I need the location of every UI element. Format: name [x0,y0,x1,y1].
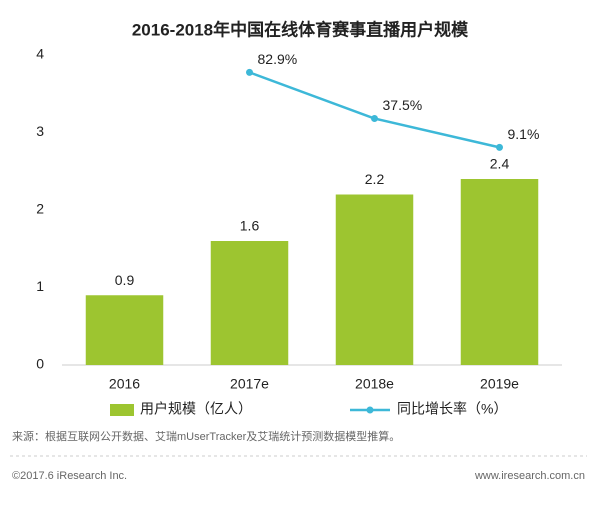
x-tick-label: 2018e [355,376,394,392]
legend-swatch [110,404,134,416]
y-tick-label: 2 [36,201,44,217]
x-tick-label: 2017e [230,376,269,392]
y-tick-label: 1 [36,278,44,294]
bar [335,194,414,365]
x-tick-label: 2019e [480,376,519,392]
data-label: 9.1% [508,126,540,142]
legend-label: 同比增长率（%） [397,401,507,417]
legend-swatch [366,406,374,414]
line-point [496,143,503,151]
website: www.iresearch.com.cn [474,470,585,482]
data-label: 2.2 [365,171,385,187]
data-label: 2.4 [490,156,510,172]
line-point [246,68,253,76]
y-tick-label: 3 [36,123,44,139]
line-point [371,115,378,123]
copyright: ©2017.6 iResearch Inc. [12,470,127,482]
source-note: 来源：根据互联网公开数据、艾瑞mUserTracker及艾瑞统计预测数据模型推算… [12,429,400,443]
data-label: 82.9% [258,51,298,67]
legend-label: 用户规模（亿人） [140,401,252,417]
y-tick-label: 4 [36,46,44,62]
data-label: 37.5% [383,97,423,113]
data-label: 1.6 [240,218,260,234]
bar [210,241,289,365]
bar [460,179,539,365]
data-label: 0.9 [115,272,135,288]
y-tick-label: 0 [36,356,44,372]
bar [85,295,164,365]
x-tick-label: 2016 [109,376,140,392]
chart-title: 2016-2018年中国在线体育赛事直播用户规模 [132,19,469,39]
